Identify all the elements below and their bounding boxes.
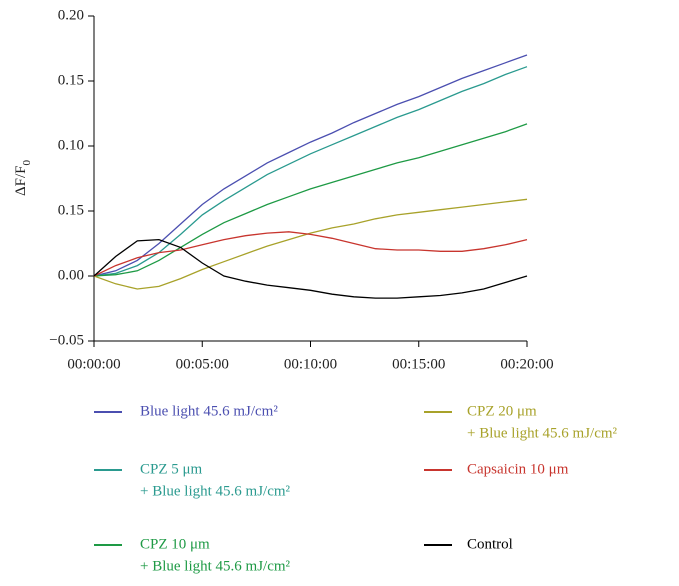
x-tick-label: 00:00:00 [67, 356, 120, 372]
legend-label: + Blue light 45.6 mJ/cm² [467, 425, 618, 441]
x-tick-label: 00:20:00 [500, 356, 553, 372]
series-line [93, 238, 528, 299]
series-line [93, 231, 528, 277]
legend-label: CPZ 5 μm [140, 461, 203, 477]
legend-label: Control [467, 536, 513, 552]
legend-label: CPZ 10 μm [140, 536, 210, 552]
legend-label: Blue light 45.6 mJ/cm² [140, 403, 278, 419]
y-axis-label: ΔF/F0 [13, 160, 32, 197]
y-tick-label: 0.10 [58, 137, 84, 153]
series-line [93, 198, 528, 290]
y-tick-label: 0.15 [58, 72, 84, 88]
y-tick-label: −0.05 [49, 332, 84, 348]
x-tick-label: 00:15:00 [392, 356, 445, 372]
y-tick-label: 0.00 [58, 267, 84, 283]
x-tick-label: 00:10:00 [284, 356, 337, 372]
x-tick-label: 00:05:00 [176, 356, 229, 372]
legend-label: Capsaicin 10 μm [467, 461, 569, 477]
series-line [93, 66, 528, 277]
legend-label: + Blue light 45.6 mJ/cm² [140, 558, 291, 574]
y-tick-label: 0.20 [58, 7, 84, 23]
series-line [93, 123, 528, 277]
legend-label: + Blue light 45.6 mJ/cm² [140, 483, 291, 499]
series-line [93, 54, 528, 277]
legend-label: CPZ 20 μm [467, 403, 537, 419]
y-tick-label: 0.15 [58, 202, 84, 218]
